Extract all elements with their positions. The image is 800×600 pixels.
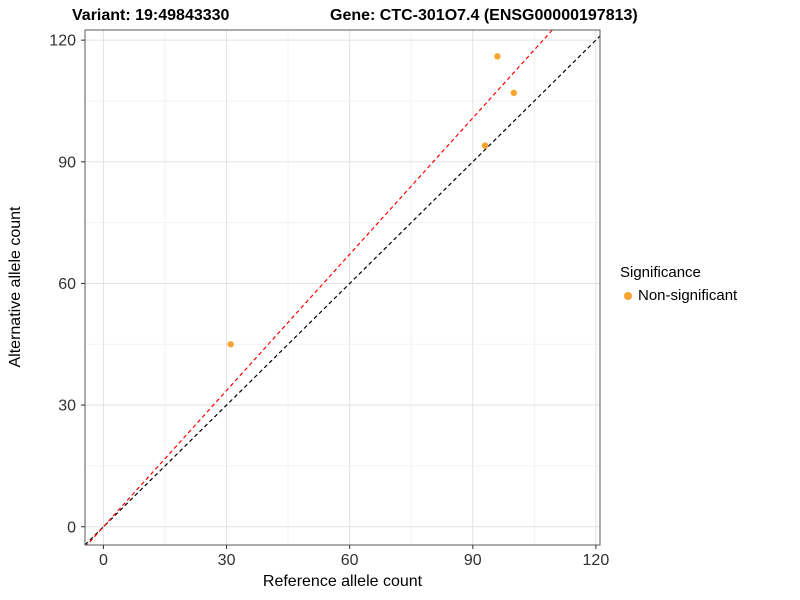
x-tick-label: 90 xyxy=(464,552,482,569)
legend-item-label: Non-significant xyxy=(638,287,738,304)
panel-border xyxy=(84,29,601,546)
y-tick-label: 60 xyxy=(58,276,76,293)
x-tick-label: 30 xyxy=(218,552,236,569)
data-point xyxy=(227,341,234,348)
x-tick-label: 120 xyxy=(583,552,610,569)
legend-items: Non-significant xyxy=(620,287,737,304)
legend-title: Significance xyxy=(620,264,701,281)
legend: Significance Non-significant xyxy=(620,264,737,304)
fit-line xyxy=(86,30,554,545)
legend-key-dot-icon xyxy=(624,291,632,300)
plot-title-variant: Variant: 19:49843330 xyxy=(72,7,230,24)
x-tick-label: 0 xyxy=(99,552,108,569)
y-tick-label: 30 xyxy=(58,398,76,415)
plot-panel xyxy=(85,30,600,545)
y-tick-label: 120 xyxy=(49,33,76,50)
y-tick-label: 0 xyxy=(67,519,76,536)
y-axis-title: Alternative allele count xyxy=(7,206,24,368)
x-axis-title: Reference allele count xyxy=(262,573,423,590)
data-point xyxy=(494,53,501,60)
data-point xyxy=(510,89,518,97)
identity-line xyxy=(85,35,600,545)
data-point xyxy=(481,142,489,149)
legend-item: Non-significant xyxy=(620,287,737,304)
plot-title-gene: Gene: CTC-301O7.4 (ENSG00000197813) xyxy=(330,7,638,24)
x-tick-label: 60 xyxy=(341,552,359,569)
y-tick-label: 90 xyxy=(58,154,76,171)
